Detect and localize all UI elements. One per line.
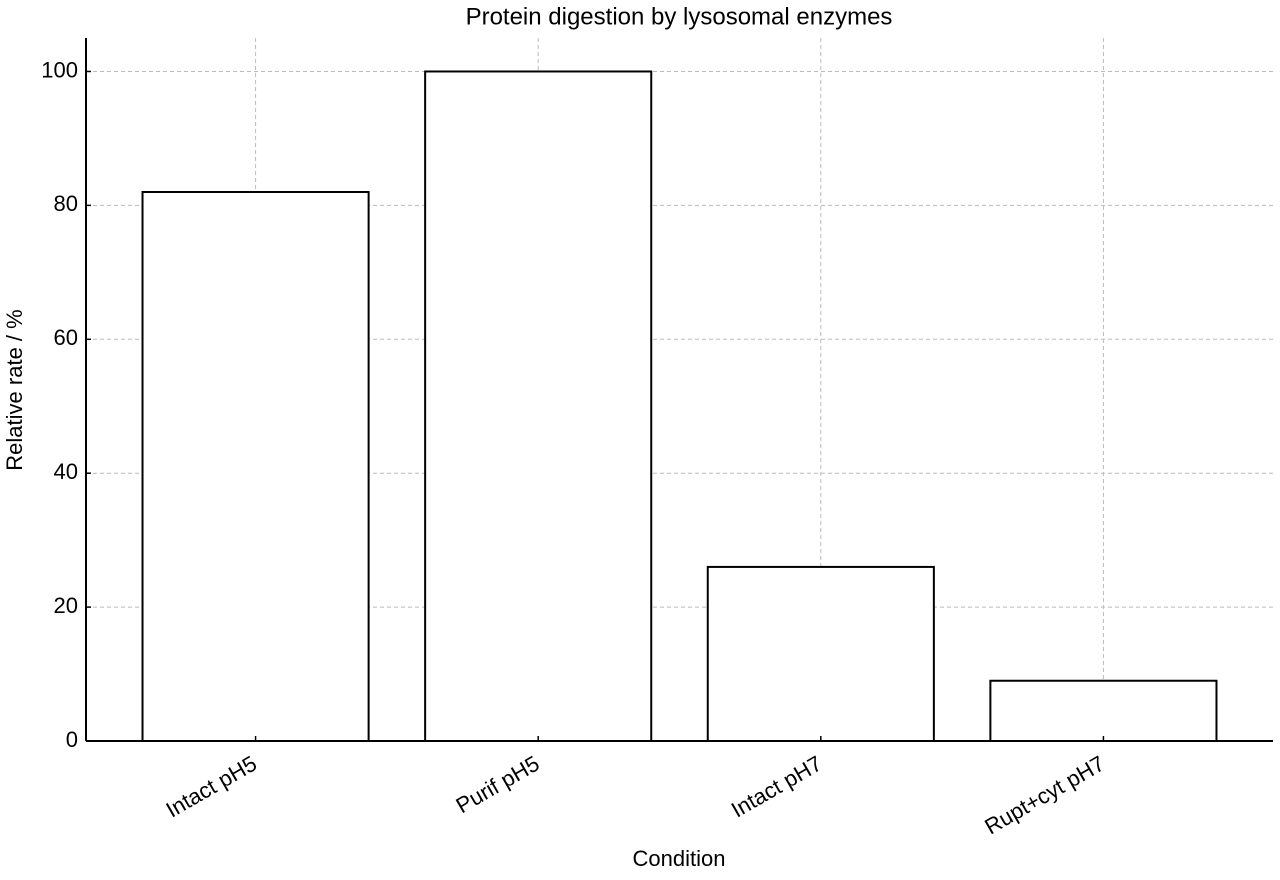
x-tick-label: Purif pH5 xyxy=(452,751,544,819)
x-tick-label: Rupt+cyt pH7 xyxy=(980,751,1108,840)
x-tick-label: Intact pH5 xyxy=(162,751,261,823)
bar xyxy=(141,190,370,742)
y-tick-label: 100 xyxy=(41,57,78,82)
x-tick-label: Intact pH7 xyxy=(727,751,826,823)
y-tick-label: 20 xyxy=(54,593,78,618)
chart-title: Protein digestion by lysosomal enzymes xyxy=(466,3,893,30)
y-tick-label: 40 xyxy=(54,459,78,484)
y-tick-label: 0 xyxy=(66,727,78,752)
bar xyxy=(989,679,1218,742)
bar xyxy=(424,70,653,742)
bar xyxy=(706,565,935,743)
y-tick-label: 60 xyxy=(54,325,78,350)
y-tick-label: 80 xyxy=(54,191,78,216)
x-axis-label: Condition xyxy=(633,846,726,871)
y-axis-label: Relative rate / % xyxy=(2,309,27,470)
